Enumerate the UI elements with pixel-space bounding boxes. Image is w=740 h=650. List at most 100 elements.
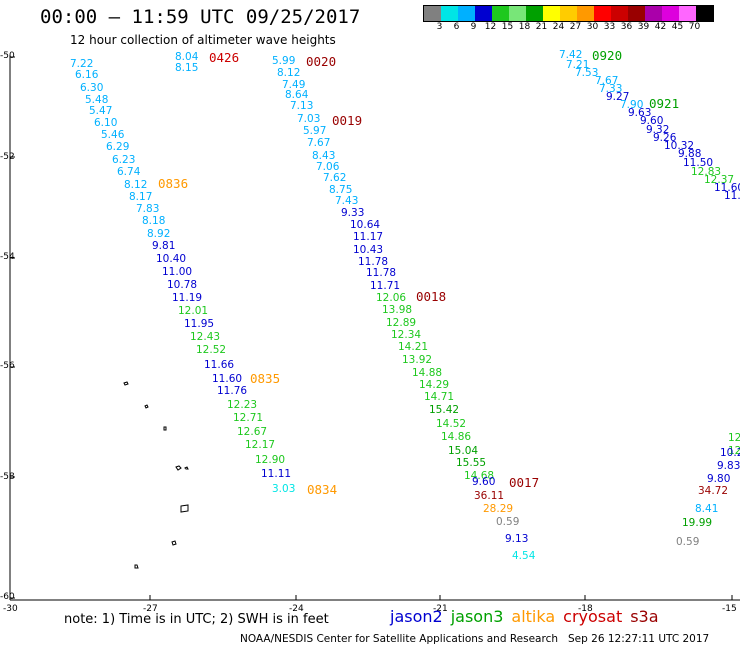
wave-height-value: 28.29 <box>483 503 514 515</box>
wave-height-value: 10.78 <box>167 279 198 291</box>
colorbar-label: 36 <box>620 22 633 32</box>
colorbar-label: 12 <box>484 22 497 32</box>
wave-height-value: 6.23 <box>112 154 136 166</box>
colorbar-label: 6 <box>453 22 460 32</box>
legend-entry: cryosat <box>563 607 623 626</box>
wave-height-value: 9.80 <box>707 473 731 485</box>
wave-height-value: 7.62 <box>323 172 347 184</box>
wave-height-value: 9.83 <box>717 460 740 472</box>
wave-height-value: 12.52 <box>196 344 227 356</box>
wave-height-value: 6.16 <box>75 69 99 81</box>
wave-height-value: 7.53 <box>575 67 599 79</box>
wave-height-value: 15.42 <box>429 404 460 416</box>
map-title: 00:00 – 11:59 UTC 09/25/2017 <box>40 6 361 28</box>
wave-height-value: 36.11 <box>474 490 505 502</box>
wave-height-value: 5.97 <box>303 125 327 137</box>
wave-height-value: 11.19 <box>172 292 203 304</box>
wave-height-value: 8.43 <box>312 150 336 162</box>
wave-height-value: 0.59 <box>496 516 520 528</box>
wave-height-value: 12.83 <box>691 166 722 178</box>
wave-height-value: 7.49 <box>282 79 306 91</box>
wave-height-value: 8.18 <box>142 215 166 227</box>
credit-line: NOAA/NESDIS Center for Satellite Applica… <box>240 633 710 645</box>
colorbar-label: 42 <box>654 22 667 32</box>
colorbar-swatch <box>560 6 577 21</box>
wave-height-value: 8.92 <box>147 228 171 240</box>
colorbar-label: 21 <box>535 22 548 32</box>
colorbar-label: 39 <box>637 22 650 32</box>
wave-height-value: 12.34 <box>391 329 422 341</box>
wave-height-value: 14.88 <box>412 367 443 379</box>
wave-height-value: 12.37 <box>704 174 735 186</box>
map-subtitle: 12 hour collection of altimeter wave hei… <box>70 33 336 47</box>
wave-height-value: 6.29 <box>106 141 130 153</box>
legend-entry: jason2 <box>390 607 443 626</box>
pass-time-label: 0921 <box>649 96 680 111</box>
wave-height-value: 7.83 <box>136 203 160 215</box>
wave-height-value: 12. <box>728 432 740 444</box>
wave-height-value: 5.48 <box>85 94 109 106</box>
wave-height-value: 11.71 <box>370 280 401 292</box>
y-ticks <box>10 56 15 599</box>
wave-height-value: 14.86 <box>441 431 472 443</box>
wave-height-value: 12.90 <box>255 454 286 466</box>
wave-height-value: 8.04 <box>175 51 199 63</box>
wave-height-value: 7.06 <box>316 161 340 173</box>
colorbar-swatch <box>509 6 526 21</box>
wave-height-value: 14.52 <box>436 418 467 430</box>
colorbar-label: 15 <box>501 22 514 32</box>
wave-height-value: 12.06 <box>376 292 407 304</box>
pass-time-label: 0017 <box>509 475 540 490</box>
wave-height-value: 8.12 <box>124 179 148 191</box>
x-axis-label: -30 <box>3 604 18 614</box>
wave-height-value: 9.63 <box>628 107 652 119</box>
y-axis-label: -56 <box>0 361 15 371</box>
colorbar-swatch <box>679 6 696 21</box>
wave-height-value: 5.47 <box>89 105 113 117</box>
wave-height-value: 7.42 <box>559 49 583 61</box>
wave-height-value: 11.60 <box>212 373 243 385</box>
wave-height-value: 7.13 <box>290 100 314 112</box>
wave-height-value: 8.12 <box>277 67 301 79</box>
wave-height-value: 11.00 <box>162 266 193 278</box>
wave-height-value: 9.13 <box>505 533 529 545</box>
wave-height-value: 8.64 <box>285 89 309 101</box>
wave-height-value: 12.43 <box>190 331 221 343</box>
wave-height-value: 8.75 <box>329 184 353 196</box>
wave-height-value: 12.17 <box>245 439 276 451</box>
wave-height-value: 13.92 <box>402 354 433 366</box>
wave-height-value: 12. <box>728 445 740 457</box>
wave-height-value: 11.50 <box>683 157 714 169</box>
colorbar-swatch <box>577 6 594 21</box>
wave-height-value: 5.46 <box>101 129 125 141</box>
wave-height-value: 9.33 <box>341 207 365 219</box>
wave-height-value: 14.29 <box>419 379 450 391</box>
wave-height-value: 7.90 <box>620 99 644 111</box>
colorbar-swatch <box>594 6 611 21</box>
wave-height-value: 10.40 <box>156 253 187 265</box>
wave-height-value: 7.03 <box>297 113 321 125</box>
x-axis-label: -24 <box>289 604 304 614</box>
pass-time-label: 0834 <box>307 482 338 497</box>
x-axis-label: -27 <box>143 604 158 614</box>
wave-height-value: 7.67 <box>595 75 619 87</box>
wave-height-value: 11.78 <box>366 267 397 279</box>
x-axis-label: -21 <box>433 604 448 614</box>
pass-time-label: 0835 <box>250 371 281 386</box>
wave-height-value: 14.68 <box>464 470 495 482</box>
y-axis-label: -54 <box>0 252 15 262</box>
x-axis-label: -15 <box>722 604 737 614</box>
colorbar-swatch <box>458 6 475 21</box>
wave-height-value: 14.71 <box>424 391 455 403</box>
wave-height-value: 7.33 <box>599 83 623 95</box>
colorbar-label: 3 <box>436 22 443 32</box>
wave-height-value: 12.71 <box>233 412 264 424</box>
colorbar-swatch <box>696 6 713 21</box>
pass-time-label: 0019 <box>332 113 363 128</box>
wave-height-value: 12.23 <box>227 399 258 411</box>
colorbar-swatch <box>475 6 492 21</box>
wave-height-value: 8.17 <box>129 191 153 203</box>
wave-height-value: 11.11 <box>261 468 292 480</box>
wave-height-value: 9.60 <box>472 476 496 488</box>
colorbar <box>423 5 714 22</box>
